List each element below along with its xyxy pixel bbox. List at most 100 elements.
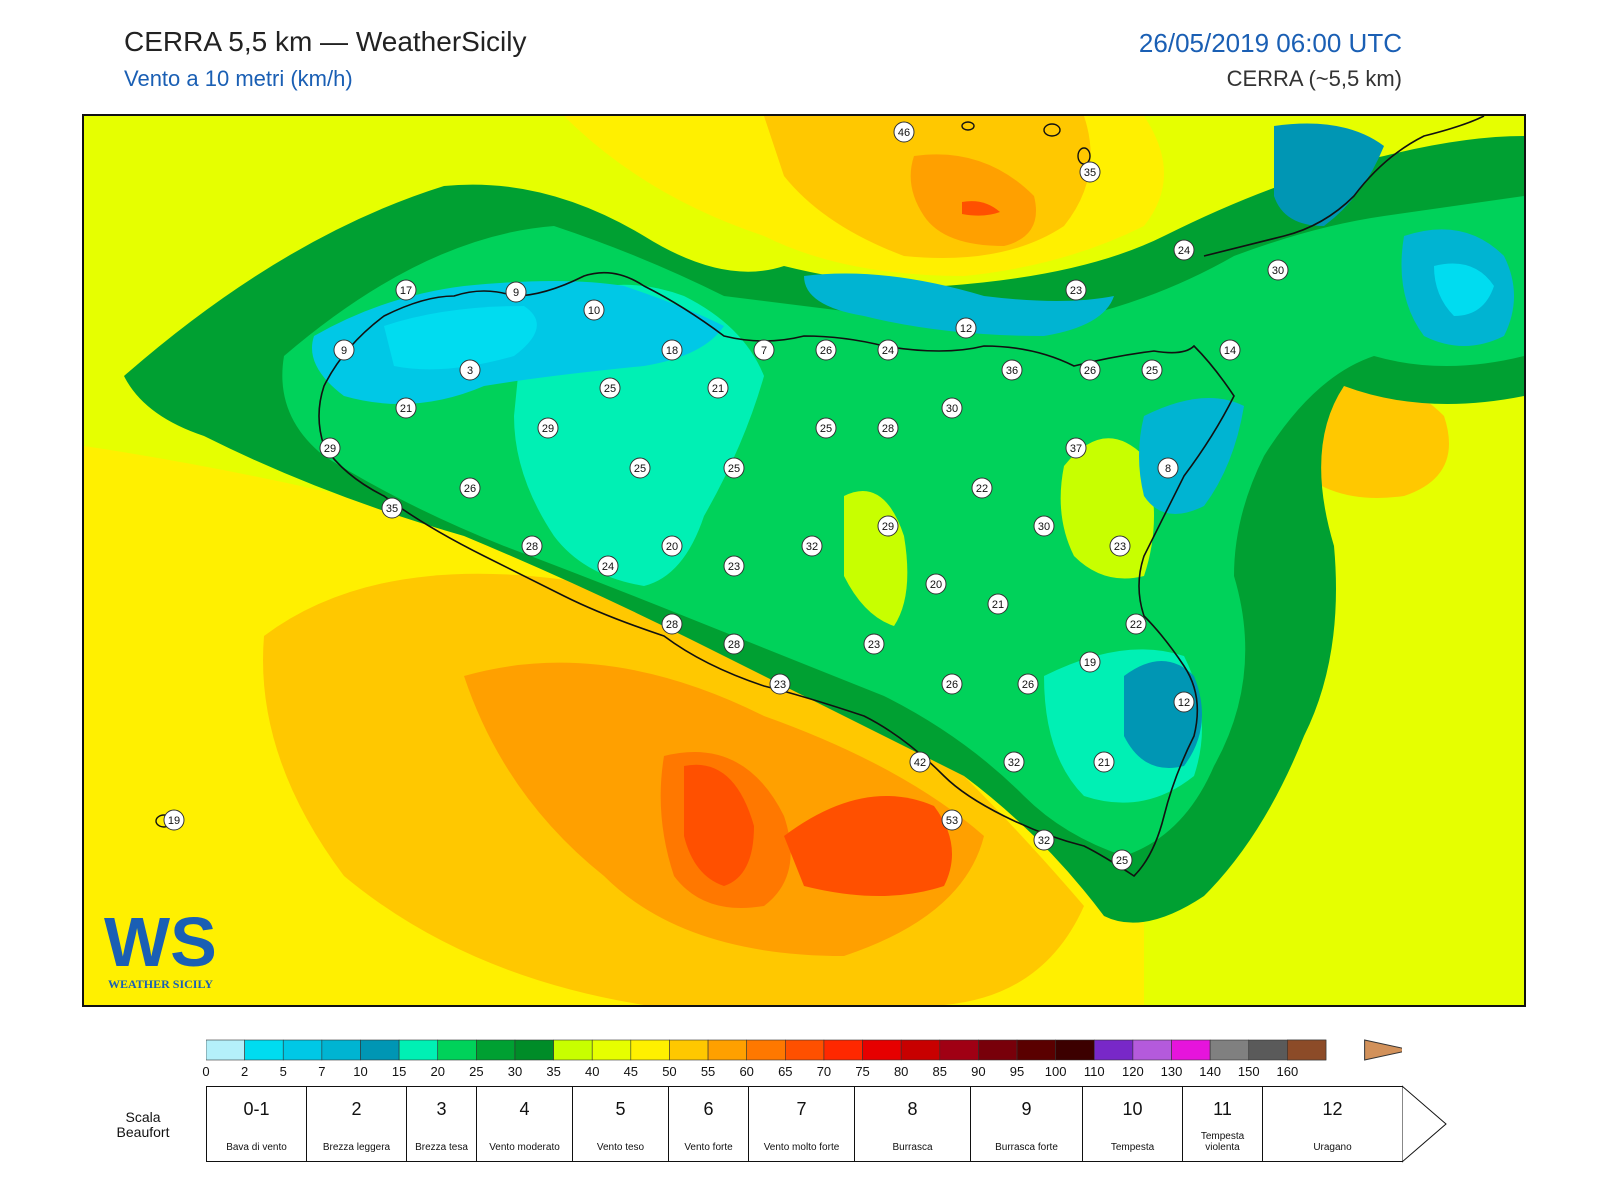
forecast-datetime: 26/05/2019 06:00 UTC [1138, 28, 1402, 58]
station-marker [459, 359, 481, 381]
scale-arrow-swatch [1364, 1039, 1402, 1061]
station-value: 25 [599, 377, 621, 399]
station-value: 32 [1033, 829, 1055, 851]
station-marker [955, 317, 977, 339]
beaufort-cell: 7 Vento molto forte [748, 1086, 855, 1162]
station-value: 28 [877, 417, 899, 439]
station-value: 26 [459, 477, 481, 499]
island-stromboli [1043, 123, 1061, 137]
beaufort-number: 7 [796, 1099, 807, 1119]
station-value: 26 [1017, 673, 1039, 695]
station-value-label: 23 [868, 639, 880, 651]
station-marker [1125, 613, 1147, 635]
station-value-label: 30 [946, 403, 958, 415]
station-value: 7 [753, 339, 775, 361]
scale-swatch [591, 1039, 632, 1061]
beaufort-description: Burrasca forte [995, 1142, 1058, 1153]
scale-swatch [630, 1039, 670, 1061]
scale-tick-label: 25 [469, 1064, 484, 1079]
station-value-label: 28 [882, 423, 894, 435]
station-marker [583, 299, 605, 321]
station-value: 23 [769, 673, 791, 695]
beaufort-cell: 4 Vento moderato [476, 1086, 573, 1162]
scale-swatch [1209, 1039, 1250, 1061]
field-zone-darkorange-north [910, 154, 1036, 246]
sicily-coastline [318, 271, 1235, 878]
station-value: 24 [877, 339, 899, 361]
station-value: 22 [1125, 613, 1147, 635]
scale-swatch [823, 1039, 863, 1061]
beaufort-description: Vento forte [684, 1142, 733, 1153]
station-value: 23 [1065, 279, 1087, 301]
beaufort-description: Bava di vento [226, 1142, 287, 1153]
field-zone-blue-north [804, 273, 1114, 336]
scale-tick-label: 15 [391, 1064, 407, 1079]
scale-swatch [669, 1039, 709, 1061]
station-marker [723, 633, 745, 655]
scale-swatch [785, 1039, 825, 1061]
station-value: 28 [521, 535, 543, 557]
beaufort-cell: 11 Tempesta violenta [1182, 1086, 1263, 1162]
station-value: 19 [163, 809, 185, 831]
scale-swatch [707, 1039, 747, 1061]
station-marker [1141, 359, 1163, 381]
beaufort-number: 4 [519, 1099, 530, 1119]
beaufort-cell: 0-1 Bava di vento [206, 1086, 307, 1162]
scale-tick-label: 30 [507, 1064, 523, 1079]
station-marker [1033, 829, 1055, 851]
scale-tick-label: 0 [202, 1064, 210, 1079]
station-marker [597, 555, 619, 577]
station-marker [395, 397, 417, 419]
station-value-label: 23 [728, 561, 740, 573]
field-zone-cyan-ne [1434, 263, 1494, 316]
station-value: 25 [815, 417, 837, 439]
station-value: 10 [583, 299, 605, 321]
station-marker [1001, 359, 1023, 381]
scale-tick-label: 75 [855, 1064, 870, 1079]
station-value-label: 24 [1178, 245, 1190, 257]
island-ustica [961, 121, 975, 131]
station-marker [1079, 651, 1101, 673]
scale-swatch [514, 1039, 554, 1061]
station-marker [537, 417, 559, 439]
beaufort-cell: 12 Uragano [1262, 1086, 1403, 1162]
station-marker [707, 377, 729, 399]
station-value-label: 28 [666, 619, 678, 631]
station-marker [941, 673, 963, 695]
station-value-label: 25 [604, 383, 616, 395]
scale-tick-label: 120 [1122, 1064, 1144, 1079]
station-value: 35 [381, 497, 403, 519]
station-value-label: 12 [1178, 697, 1190, 709]
station-value-label: 19 [1084, 657, 1096, 669]
station-value-label: 9 [341, 345, 347, 357]
station-value-label: 21 [712, 383, 724, 395]
station-value: 22 [971, 477, 993, 499]
station-marker [877, 339, 899, 361]
scale-swatch [244, 1039, 284, 1061]
calabria-coastline [1203, 116, 1485, 257]
station-marker [1109, 535, 1131, 557]
scale-tick-label: 85 [932, 1064, 948, 1079]
beaufort-description: Tempesta violenta [1200, 1131, 1245, 1153]
beaufort-number: 11 [1213, 1099, 1232, 1119]
station-value-label: 29 [542, 423, 554, 435]
station-value-label: 7 [761, 345, 767, 357]
field-zone-cyan-west [384, 306, 537, 370]
beaufort-number: 12 [1322, 1099, 1343, 1119]
station-value: 25 [1111, 849, 1133, 871]
station-value-label: 23 [1070, 285, 1082, 297]
station-value: 24 [1173, 239, 1195, 261]
scale-tick-label: 160 [1276, 1064, 1299, 1079]
station-value: 21 [395, 397, 417, 419]
station-value-label: 17 [400, 285, 412, 297]
station-value: 23 [723, 555, 745, 577]
station-marker [941, 397, 963, 419]
station-marker [661, 613, 683, 635]
scale-swatch [746, 1039, 786, 1061]
scale-swatch [437, 1039, 477, 1061]
station-value: 17 [395, 279, 417, 301]
scale-tick-label: 100 [1044, 1064, 1067, 1079]
station-value: 36 [1001, 359, 1023, 381]
station-value: 37 [1065, 437, 1087, 459]
station-marker [395, 279, 417, 301]
